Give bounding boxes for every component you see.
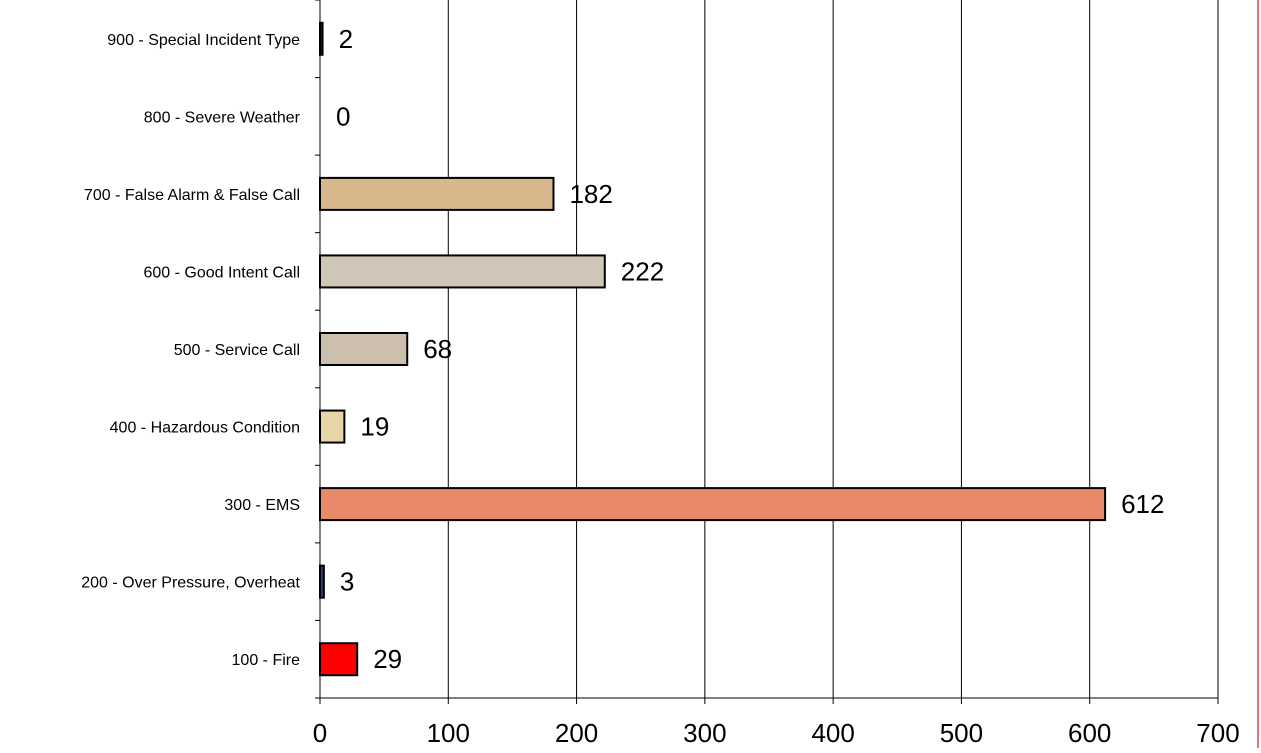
category-label-100: 100 - Fire — [232, 652, 301, 669]
bars-group — [319, 21, 1107, 677]
value-label-700: 182 — [569, 179, 612, 209]
value-label-800: 0 — [336, 101, 350, 131]
bar-300 — [319, 487, 1107, 522]
x-tick-label-100: 100 — [427, 718, 470, 748]
x-tick-label-200: 200 — [555, 718, 598, 748]
bar-700 — [319, 176, 555, 211]
value-label-900: 2 — [339, 24, 353, 54]
grid-lines — [447, 0, 1219, 698]
category-label-700: 700 - False Alarm & False Call — [84, 187, 300, 204]
bar-100 — [319, 642, 359, 677]
x-tick-label-400: 400 — [811, 718, 854, 748]
bar-600 — [319, 254, 606, 289]
category-label-400: 400 - Hazardous Condition — [110, 420, 300, 437]
bar-200 — [319, 564, 325, 599]
value-label-300: 612 — [1121, 489, 1164, 519]
bar-500 — [319, 332, 409, 366]
x-tick-label-500: 500 — [940, 718, 983, 748]
x-tick-label-300: 300 — [683, 718, 726, 748]
category-label-900: 900 - Special Incident Type — [107, 32, 300, 49]
category-label-800: 800 - Severe Weather — [144, 109, 301, 126]
bar-400 — [319, 409, 346, 444]
category-label-200: 200 - Over Pressure, Overheat — [81, 575, 300, 592]
axes-group — [315, 0, 1219, 704]
labels-group: 0 100 200 300 400 500 600 700 100 - Fire 29 200 - … — [81, 24, 1239, 748]
category-label-600: 600 - Good Intent Call — [143, 264, 300, 281]
x-tick-label-0: 0 — [313, 718, 327, 748]
category-label-500: 500 - Service Call — [174, 342, 300, 359]
x-tick-label-600: 600 — [1068, 718, 1111, 748]
value-label-500: 68 — [423, 334, 452, 364]
value-label-200: 3 — [340, 567, 354, 597]
x-tick-label-700: 700 — [1196, 718, 1239, 748]
category-label-300: 300 - EMS — [224, 497, 300, 514]
value-label-100: 29 — [373, 644, 402, 674]
value-label-400: 19 — [360, 412, 389, 442]
value-label-600: 222 — [621, 256, 664, 286]
